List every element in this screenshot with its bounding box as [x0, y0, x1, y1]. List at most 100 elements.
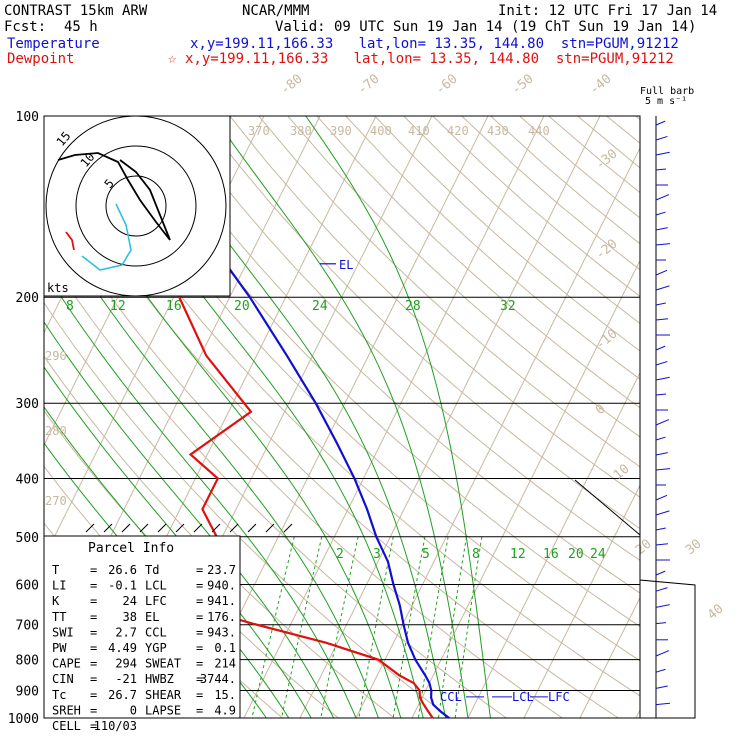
wind-barb [655, 269, 668, 276]
wind-barb [655, 360, 668, 366]
parcel-eq: = [90, 641, 97, 655]
parcel-value: 26.6 [108, 563, 137, 577]
isotherm-label: -80 [278, 71, 306, 98]
parcel-value: 941. [207, 594, 236, 608]
isotherm-label: 30 [683, 537, 705, 559]
dry-adiabat-line [55, 116, 640, 697]
ccl-label: CCL [440, 690, 462, 704]
parcel-key: LCL [145, 579, 167, 593]
pressure-tick-label: 800 [16, 654, 39, 669]
temperature-legend: Temperature [7, 36, 100, 52]
parcel-key: EL [145, 610, 159, 624]
dry-adiabat-line [548, 116, 640, 194]
isotherm-label: 10 [611, 462, 633, 484]
wind-barb [655, 151, 670, 156]
parcel-value: -21 [115, 672, 137, 686]
parcel-eq: = [90, 672, 97, 686]
moist-adiabat-line [138, 116, 447, 718]
dry-adiabat-line [345, 116, 640, 380]
mixing-ratio-label: 12 [510, 547, 526, 562]
parcel-eq: = [196, 625, 203, 639]
parcel-eq: = [196, 672, 203, 686]
dry-adiabat-line [44, 301, 451, 718]
moist-adiabat-line [212, 116, 469, 718]
wind-barb [655, 419, 670, 426]
parcel-key: SHEAR [145, 688, 182, 702]
chart-title: CONTRAST 15km ARW [4, 3, 148, 19]
wind-barb [655, 702, 670, 706]
theta-label: 400 [370, 124, 392, 138]
dry-adiabat-line [635, 116, 640, 121]
parcel-eq: = [196, 688, 203, 702]
dry-adiabat-line [229, 116, 640, 498]
parcel-eq: = [196, 610, 203, 624]
wind-barb [655, 120, 666, 126]
parcel-value: 23.7 [207, 563, 236, 577]
mixing-ratio-line [281, 536, 323, 718]
moist-adiabat-line [44, 269, 357, 718]
el-label: EL [339, 258, 353, 272]
pressure-tick-label: 700 [16, 619, 39, 634]
isotherm-line [243, 116, 545, 718]
parcel-key: T [52, 563, 59, 577]
mixing-ratio-label: 5 [422, 547, 430, 562]
mixing-ratio-label: 16 [543, 547, 559, 562]
parcel-key: CELL [52, 719, 81, 733]
parcel-eq: = [90, 625, 97, 639]
wind-barb [655, 510, 670, 516]
parcel-key: CAPE [52, 657, 81, 671]
hodograph-ring [75, 145, 197, 267]
parcel-eq: = [196, 657, 203, 671]
parcel-eq: = [196, 594, 203, 608]
isotherm-label: -40 [587, 71, 615, 98]
theta-e-label: 20 [234, 299, 250, 314]
isotherm-line [579, 596, 640, 718]
dry-adiabat-line [142, 116, 640, 594]
mixing-ratio-label: 24 [590, 547, 606, 562]
hodograph-trace-lower [81, 203, 132, 271]
isotherm-line [467, 371, 640, 718]
parcel-key: CIN [52, 672, 74, 686]
parcel-hatch [229, 523, 239, 533]
dewpoint-legend: Dewpoint [7, 51, 75, 67]
parcel-key: CCL [145, 625, 167, 639]
theta-label: 420 [447, 124, 469, 138]
dry-adiabat-line [84, 116, 640, 662]
dry-adiabat-line [374, 116, 640, 352]
fcst-value: 45 h [64, 19, 98, 35]
hodograph-trace-surface [65, 231, 75, 251]
dewpoint-star-icon: ☆ [168, 51, 177, 67]
wind-barb [655, 345, 666, 351]
axis-frame-right [574, 479, 696, 719]
parcel-value: 943. [207, 625, 236, 639]
isotherm-label: -20 [593, 236, 621, 263]
wind-barb [655, 211, 666, 216]
wind-barb [655, 318, 668, 321]
mixing-ratio-label: 8 [472, 547, 480, 562]
wind-barb [655, 168, 666, 171]
parcel-eq: = [90, 563, 97, 577]
hodograph-ring [45, 115, 227, 297]
barb-legend-line1: Full barb [640, 86, 694, 97]
theta-label: 430 [487, 124, 509, 138]
isotherm-label: 40 [705, 602, 727, 624]
wind-barb [655, 243, 670, 246]
parcel-value: 0.1 [214, 641, 236, 655]
parcel-key: TT [52, 610, 66, 624]
parcel-key: Tc [52, 688, 66, 702]
mixing-ratio-label: 20 [568, 547, 584, 562]
parcel-value: 0 [130, 703, 137, 717]
parcel-value: -0.1 [108, 579, 137, 593]
moist-adiabat-line [44, 135, 402, 718]
wind-barb [655, 285, 670, 291]
parcel-key: PW [52, 641, 67, 655]
dry-adiabat-line [606, 116, 640, 144]
hodo-units-label: kts [47, 281, 69, 295]
parcel-value: 294 [115, 657, 137, 671]
theta-label: 370 [248, 124, 270, 138]
wind-barb [655, 587, 668, 592]
parcel-hatch [157, 523, 167, 533]
dry-adiabat-line [490, 116, 640, 245]
parcel-value: 940. [207, 579, 236, 593]
